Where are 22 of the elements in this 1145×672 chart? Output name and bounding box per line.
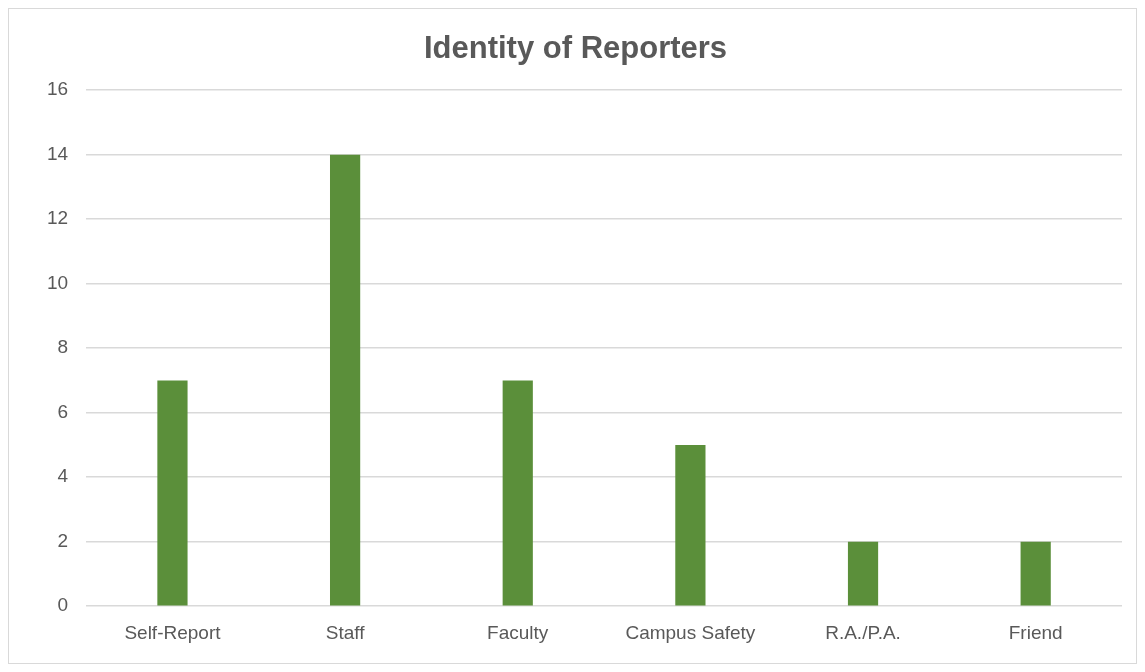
y-tick-label: 4 [57,465,69,487]
bar [157,380,188,606]
x-tick-label: Campus Safety [625,621,756,643]
bar [502,380,533,606]
bar [675,444,706,606]
bar [329,154,361,606]
x-tick-label: Friend [1008,621,1063,643]
x-tick-label: Staff [325,621,366,643]
y-tick-label: 6 [57,400,69,422]
y-tick-label: 0 [57,594,69,616]
bar [1020,541,1051,606]
y-tick-label: 8 [57,336,69,358]
y-tick-label: 2 [57,529,69,551]
x-tick-label: R.A./P.A. [825,621,901,643]
y-tick-label: 16 [46,78,69,100]
y-tick-label: 10 [46,271,69,293]
y-tick-label: 14 [46,142,69,164]
x-tick-label: Self-Report [124,621,222,643]
chart-title: Identity of Reporters [423,30,728,66]
bar [847,541,879,606]
x-tick-label: Faculty [487,621,549,643]
y-tick-label: 12 [46,207,69,229]
